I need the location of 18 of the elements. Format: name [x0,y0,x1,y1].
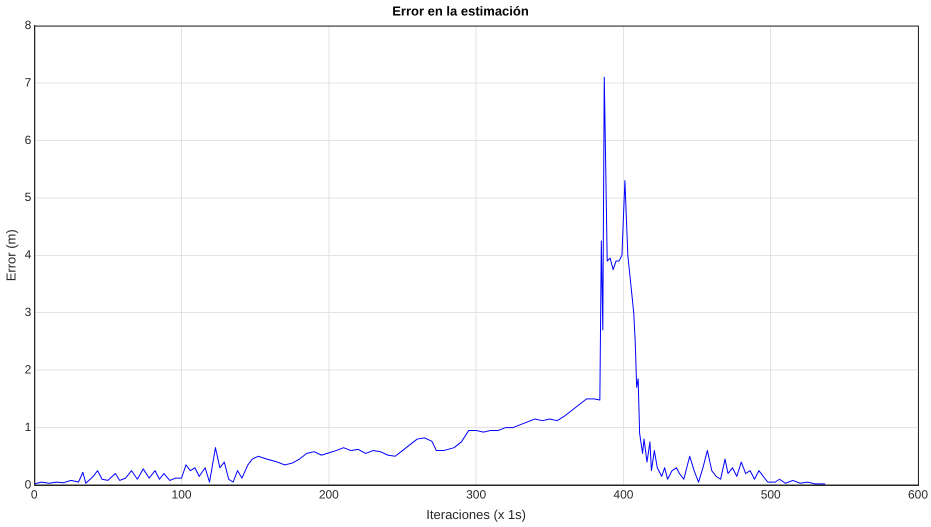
y-tick-label: 4 [24,248,32,262]
y-tick-label: 1 [24,420,32,434]
x-tick-label: 300 [466,488,486,502]
y-axis-title: Error (m) [3,229,18,282]
y-tick-label: 3 [24,305,32,320]
chart-title: Error en la estimación [392,3,529,18]
y-tick-label: 8 [24,18,32,32]
x-axis-title: Iteraciones (x 1s) [426,506,526,522]
x-tick-label: 400 [613,488,634,502]
y-tick-label: 5 [24,190,32,204]
x-tick-label: 200 [318,488,340,502]
y-tick-label: 2 [24,362,32,376]
y-tick-label: 6 [24,132,32,147]
y-tick-label: 0 [24,477,32,492]
x-tick-label: 100 [172,488,192,502]
y-tick-label: 7 [24,75,32,90]
x-tick-label: 500 [760,488,782,502]
x-tick-label: 600 [908,488,928,502]
